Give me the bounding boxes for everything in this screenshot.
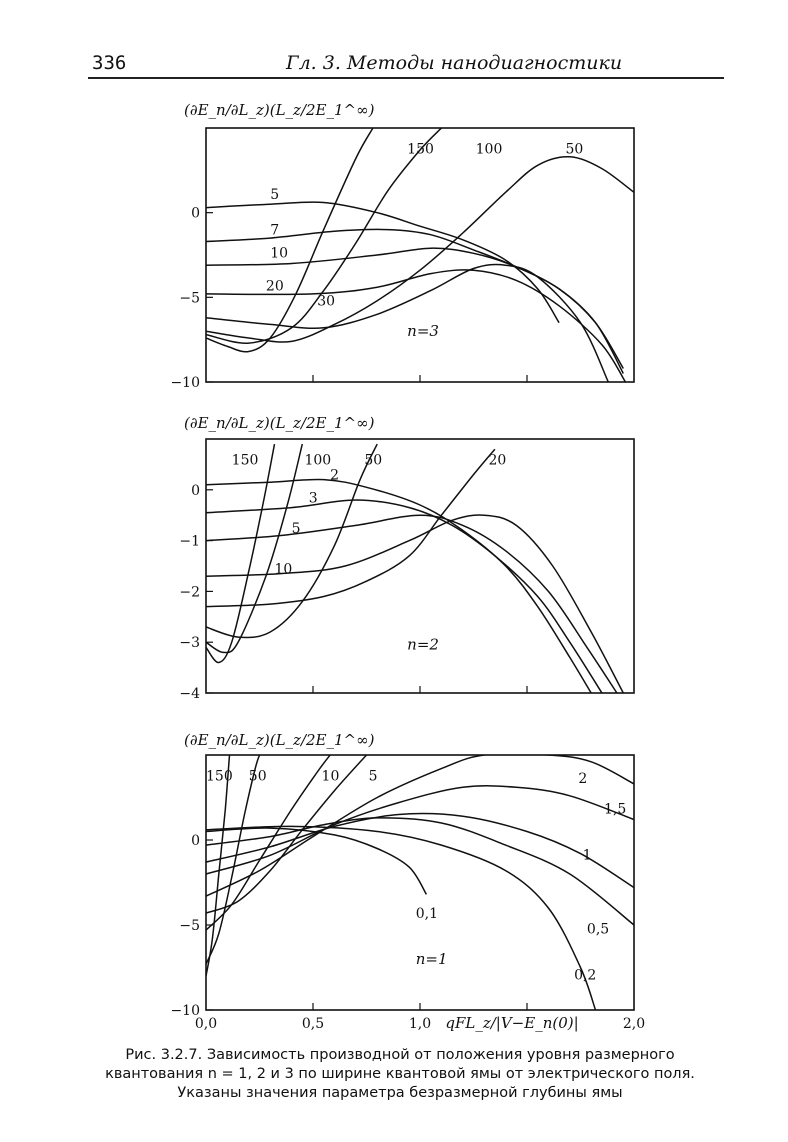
x-axis-label: qFL_z/|V−E_n(0)|	[445, 1014, 578, 1032]
series-label-2: 2	[330, 468, 339, 484]
x-tick-label: 2,0	[623, 1016, 645, 1032]
chart-panel-3: 0 −5 −100,0 0,5 1,0 2,0 qFL_z/|V−E_n(0)| (∂E_n/…	[170, 731, 645, 1032]
series-label-5: 5	[292, 521, 301, 537]
y-tick-label: −5	[179, 918, 200, 934]
series-label-150: 150	[206, 768, 233, 784]
y-tick-label: −2	[179, 584, 200, 600]
series-line-50	[206, 755, 261, 965]
y-tick-label: −10	[170, 375, 200, 391]
y-tick-label: −5	[179, 290, 200, 306]
header-rule	[88, 77, 724, 79]
series-line-150	[206, 443, 276, 664]
series-label-2: 2	[578, 771, 587, 787]
series-label-50: 50	[364, 452, 382, 468]
x-tick-label: 0,5	[302, 1016, 324, 1032]
series-line-20	[206, 448, 496, 608]
series-line-5	[206, 201, 560, 324]
series-label-100: 100	[304, 452, 331, 468]
series-label-1: 1	[583, 847, 592, 863]
series-line-10	[206, 514, 624, 693]
series-label-0-2: 0,2	[574, 967, 596, 983]
y-tick-label: −3	[179, 635, 200, 651]
y-tick-label: 0	[191, 833, 200, 849]
series-line-10	[206, 755, 331, 931]
series-label-5: 5	[270, 187, 279, 203]
series-label-7: 7	[270, 223, 279, 239]
y-axis-label: (∂E_n/∂L_z)(L_z/2E_1^∞)	[184, 101, 375, 119]
series-label-100: 100	[476, 141, 503, 157]
series-line-2	[206, 755, 634, 897]
series-line-0-1	[206, 827, 428, 895]
running-title: Гл. 3. Методы нанодиагностики	[286, 52, 623, 74]
series-line-3	[206, 499, 603, 693]
page-header: 336 Гл. 3. Методы нанодиагностики	[0, 52, 788, 79]
series-label-0-1: 0,1	[416, 906, 438, 922]
series-label-150: 150	[407, 141, 434, 157]
y-tick-label: 0	[191, 206, 200, 222]
series-line-150	[206, 755, 231, 977]
panel-annotation: n=1	[416, 950, 448, 968]
series-line-0-2	[206, 825, 597, 1010]
series-label-150: 150	[232, 452, 259, 468]
y-tick-label: −1	[179, 534, 200, 550]
series-line-1	[206, 812, 634, 889]
series-label-3: 3	[309, 490, 318, 506]
panel-annotation: n=2	[407, 636, 439, 654]
series-label-10: 10	[322, 768, 340, 784]
series-line-2	[206, 478, 592, 693]
series-line-100	[206, 128, 442, 344]
series-label-50: 50	[566, 141, 584, 157]
x-tick-label: 1,0	[409, 1016, 431, 1032]
series-line-5	[206, 755, 368, 914]
y-tick-label: 0	[191, 483, 200, 499]
series-line-50	[206, 443, 378, 639]
x-tick-label: 0,0	[195, 1016, 217, 1032]
series-line-10	[206, 247, 624, 369]
series-label-10: 10	[270, 245, 288, 261]
series-label-20: 20	[266, 278, 284, 294]
plot-frame	[205, 438, 635, 694]
series-label-10: 10	[274, 562, 292, 578]
figure-caption: Рис. 3.2.7. Зависимость производной от п…	[105, 1047, 695, 1101]
y-tick-label: −10	[170, 1003, 200, 1019]
series-label-30: 30	[317, 294, 335, 310]
y-axis-label: (∂E_n/∂L_z)(L_z/2E_1^∞)	[184, 731, 375, 749]
series-line-150	[206, 128, 374, 353]
chart-panel-1: 0 −5 −10 (∂E_n/∂L_z)(L_z/2E_1^∞) 5 7 10 20 30 50 1…	[170, 101, 635, 391]
chart-panel-2: 0 −1 −2 −3 −4 (∂E_n/∂L_z)(L_z/2E_1^∞) 235 10 20 5…	[179, 414, 635, 702]
panel-annotation: n=3	[407, 322, 439, 340]
y-axis-label: (∂E_n/∂L_z)(L_z/2E_1^∞)	[184, 414, 375, 432]
series-line-1-5	[206, 785, 634, 875]
series-line-100	[206, 443, 304, 654]
series-label-1-5: 1,5	[604, 802, 626, 818]
series-label-20: 20	[488, 452, 506, 468]
series-line-7	[206, 228, 624, 374]
series-label-50: 50	[249, 768, 267, 784]
series-line-5	[206, 514, 618, 693]
series-label-0-5: 0,5	[587, 921, 609, 937]
series-label-5: 5	[369, 768, 378, 784]
y-tick-label: −4	[179, 686, 200, 702]
page-number: 336	[92, 52, 127, 74]
series-line-50	[206, 155, 634, 343]
